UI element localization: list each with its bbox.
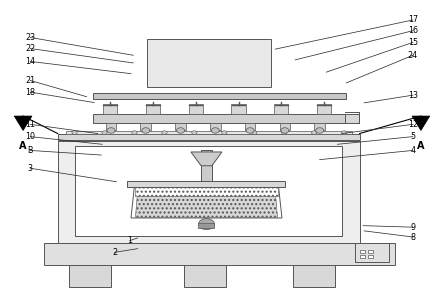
Circle shape — [281, 131, 287, 134]
Bar — [201, 150, 212, 184]
Bar — [368, 250, 373, 253]
Bar — [69, 265, 111, 287]
Circle shape — [107, 128, 115, 133]
Bar — [44, 243, 395, 265]
Bar — [93, 114, 346, 123]
Bar — [198, 223, 214, 228]
Bar — [75, 146, 342, 236]
Text: 8: 8 — [410, 232, 416, 242]
Bar — [140, 123, 151, 130]
Text: 13: 13 — [408, 91, 418, 100]
Bar — [317, 104, 331, 114]
Circle shape — [281, 128, 289, 133]
Text: 10: 10 — [25, 132, 35, 141]
Bar — [147, 39, 271, 87]
Bar — [314, 123, 325, 130]
Polygon shape — [135, 196, 278, 217]
Bar — [368, 255, 373, 258]
Circle shape — [316, 128, 324, 133]
Text: 5: 5 — [410, 132, 416, 141]
Bar — [127, 181, 285, 187]
Circle shape — [72, 131, 77, 134]
Polygon shape — [135, 185, 278, 196]
Text: 18: 18 — [25, 87, 35, 97]
Text: 15: 15 — [408, 38, 418, 47]
Text: 4: 4 — [410, 146, 416, 155]
Text: 9: 9 — [410, 223, 416, 232]
Circle shape — [132, 131, 137, 134]
Bar — [189, 104, 203, 114]
Text: A: A — [417, 141, 424, 151]
Text: 1: 1 — [127, 236, 132, 245]
Bar — [280, 123, 290, 130]
Text: 23: 23 — [25, 33, 35, 42]
Circle shape — [142, 128, 150, 133]
Polygon shape — [131, 185, 282, 218]
Polygon shape — [191, 152, 222, 166]
Text: B: B — [28, 146, 33, 155]
Text: 12: 12 — [408, 120, 418, 129]
Circle shape — [162, 131, 167, 134]
Bar — [231, 104, 246, 114]
Text: 21: 21 — [25, 76, 35, 85]
Text: 2: 2 — [112, 248, 117, 257]
Bar — [345, 114, 359, 123]
Bar — [93, 93, 346, 99]
Bar — [355, 243, 388, 262]
Circle shape — [341, 131, 347, 134]
Text: 24: 24 — [408, 51, 418, 60]
Bar — [175, 123, 186, 130]
Text: A: A — [20, 141, 27, 151]
Circle shape — [222, 131, 227, 134]
Circle shape — [211, 128, 219, 133]
Circle shape — [177, 128, 185, 133]
Bar — [210, 123, 221, 130]
Polygon shape — [14, 116, 32, 130]
Text: 11: 11 — [25, 120, 35, 129]
Text: 17: 17 — [408, 15, 418, 25]
Text: 3: 3 — [28, 164, 33, 173]
Bar — [66, 131, 352, 134]
Text: 14: 14 — [25, 57, 35, 66]
Bar — [245, 123, 255, 130]
Circle shape — [246, 128, 254, 133]
Bar — [184, 265, 226, 287]
Bar — [58, 134, 360, 140]
Bar — [106, 123, 116, 130]
Polygon shape — [412, 116, 430, 130]
Text: 22: 22 — [25, 44, 36, 53]
Circle shape — [312, 131, 317, 134]
Bar — [58, 141, 360, 243]
Bar — [360, 250, 365, 253]
Circle shape — [192, 131, 197, 134]
Text: 16: 16 — [408, 26, 418, 35]
Bar — [146, 104, 160, 114]
Bar — [360, 255, 365, 258]
Bar — [293, 265, 335, 287]
Circle shape — [198, 219, 214, 230]
Bar — [274, 104, 289, 114]
Circle shape — [102, 131, 107, 134]
Circle shape — [252, 131, 257, 134]
Bar — [103, 104, 117, 114]
